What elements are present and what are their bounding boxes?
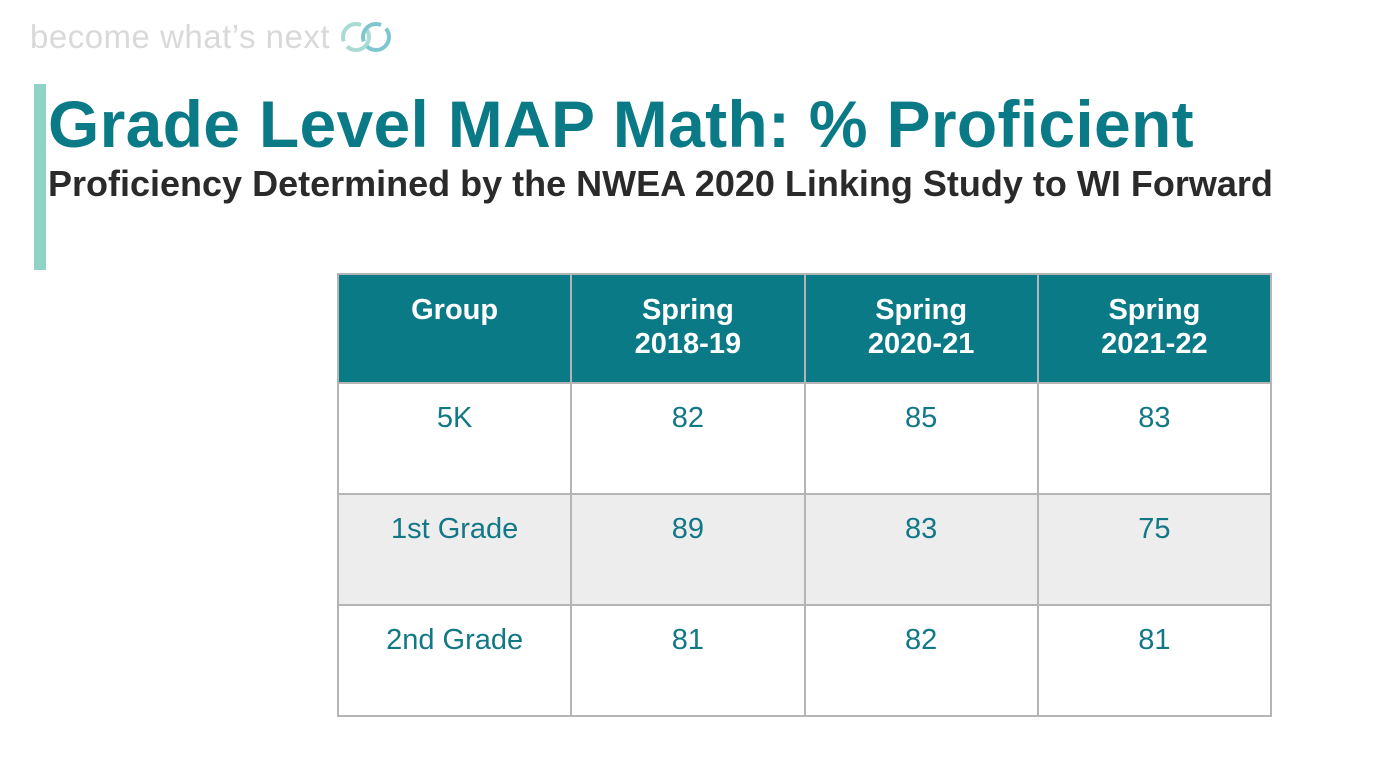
cell-value: 89 — [570, 493, 806, 606]
cell-group: 5K — [336, 382, 573, 495]
header-season: Spring — [875, 294, 968, 326]
page-subtitle: Proficiency Determined by the NWEA 2020 … — [48, 163, 1273, 204]
header-season: Spring — [1108, 294, 1201, 326]
header-year: 2021-22 — [1101, 328, 1208, 360]
tagline: become what’s next — [30, 18, 396, 56]
cell-value: 83 — [803, 493, 1039, 606]
cell-value: 81 — [1036, 604, 1273, 717]
cell-value: 75 — [1036, 493, 1273, 606]
page-title: Grade Level MAP Math: % Proficient — [48, 87, 1194, 161]
title-accent-bar — [34, 84, 46, 270]
tagline-text: become what’s next — [30, 18, 331, 55]
cell-group: 2nd Grade — [336, 604, 573, 717]
table-row: 5K 82 85 83 — [336, 382, 1273, 495]
header-spring-2021-22: Spring 2021-22 — [1036, 273, 1273, 384]
header-spring-2018-19: Spring 2018-19 — [570, 273, 806, 384]
cell-group: 1st Grade — [336, 493, 573, 606]
header-spring-2020-21: Spring 2020-21 — [803, 273, 1039, 384]
header-year: 2020-21 — [867, 328, 975, 360]
proficiency-table: Group Spring 2018-19 Spring 2020-21 Spri… — [336, 273, 1273, 717]
header-group: Group — [336, 273, 573, 384]
table-row: 2nd Grade 81 82 81 — [336, 604, 1273, 717]
header-season: Spring — [641, 294, 734, 326]
cell-value: 82 — [803, 604, 1039, 717]
cell-value: 82 — [570, 382, 806, 495]
table-header-row: Group Spring 2018-19 Spring 2020-21 Spri… — [336, 273, 1273, 384]
header-year: 2018-19 — [634, 328, 742, 360]
header-group-label: Group — [411, 294, 499, 326]
cell-value: 83 — [1036, 382, 1273, 495]
interlocking-rings-icon — [341, 22, 392, 52]
cell-value: 81 — [570, 604, 806, 717]
cell-value: 85 — [803, 382, 1039, 495]
table-row: 1st Grade 89 83 75 — [336, 493, 1273, 606]
